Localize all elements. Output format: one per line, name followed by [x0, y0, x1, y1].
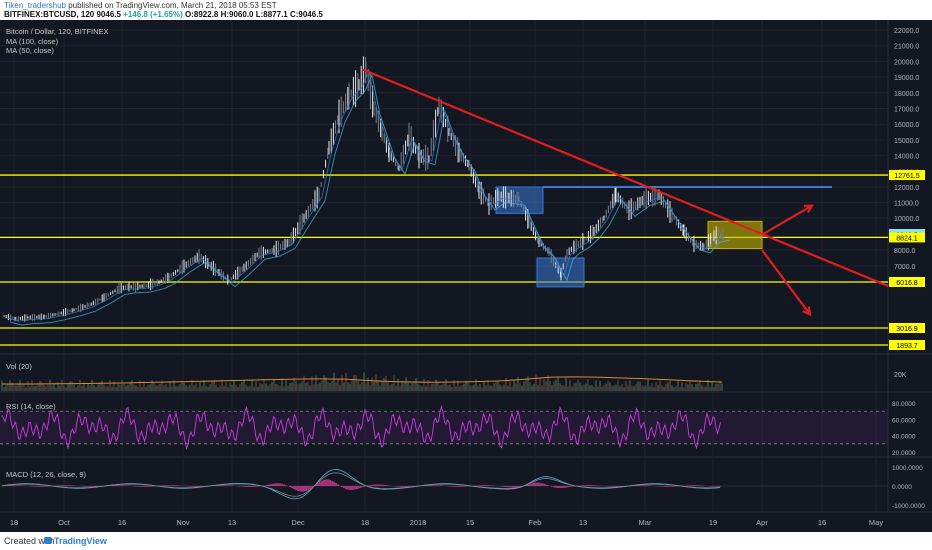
- x-tick-label: 16: [818, 518, 826, 527]
- x-tick-label: Apr: [756, 518, 768, 527]
- level-price-label: 3016.9: [896, 326, 918, 333]
- x-tick-label: Oct: [58, 518, 71, 527]
- bullish-arrow-head: [803, 204, 814, 214]
- level-price-tag: [889, 170, 925, 181]
- x-tick-label: 15: [466, 518, 474, 527]
- level-price-label: 8824.1: [896, 235, 918, 242]
- macd-signal-line: [1, 472, 721, 497]
- vol-legend: Vol (20): [6, 362, 32, 371]
- x-tick-label: 18: [10, 518, 18, 527]
- ohlc-values: O:8922.8 H:9060.0 L:8877.1 C:9046.5: [185, 10, 323, 19]
- x-tick-label: 13: [228, 518, 236, 527]
- x-tick-label: 2018: [410, 518, 427, 527]
- rsi-tick-label: 80.0000: [892, 401, 916, 408]
- downtrend-line[interactable]: [361, 68, 889, 288]
- axes: 18 Oct 16 Nov 13 Dec 18 2018 15 Feb 13 Mar 19 Apr 16 Ma…: [10, 28, 925, 527]
- last-price: 9046.5: [96, 10, 121, 19]
- tradingview-logo-icon: [44, 537, 52, 544]
- level-price-tag: [889, 323, 925, 333]
- x-tick-label: 19: [709, 518, 717, 527]
- price-tick-label: 20000.0: [894, 59, 919, 66]
- ma100-legend: MA (100, close): [6, 37, 59, 46]
- ma50-legend: MA (50, close): [6, 46, 54, 55]
- symbol-line: BITFINEX:BTCUSD, 120 9046.5 +146.8 (+1.6…: [4, 10, 323, 19]
- created-with-label: Created with: [4, 536, 55, 546]
- price-tick-label: 18000.0: [894, 91, 919, 98]
- price-tick-label: 7000.0: [894, 264, 916, 271]
- rsi-tick-label: 20.0000: [892, 450, 916, 457]
- macd-tick-label: 0.0000: [892, 484, 912, 491]
- level-price-tag: [889, 277, 925, 287]
- macd-tick-label: -1000.0000: [892, 503, 925, 510]
- price-tick-label: 10000.0: [894, 216, 919, 223]
- price-tick-label: 12000.0: [894, 185, 919, 192]
- vol-tick-label: 20K: [894, 372, 907, 379]
- x-tick-label: Mar: [639, 518, 652, 527]
- x-tick-label: Nov: [176, 518, 190, 527]
- macd-legend: MACD (12, 26, close, 9): [6, 470, 87, 479]
- grid: [0, 20, 932, 513]
- rsi-legend: RSI (14, close): [6, 402, 56, 411]
- rsi-tick-label: 60.0000: [892, 417, 916, 424]
- volume-pane[interactable]: [1, 372, 723, 391]
- ma50-line: [6, 69, 728, 322]
- level-price-label: 1893.7: [896, 343, 918, 350]
- x-tick-label: 16: [118, 518, 126, 527]
- level-price-tag: [889, 232, 925, 243]
- footer: Created with TradingView: [0, 532, 932, 550]
- level-price-label: 6016.8: [896, 280, 918, 287]
- price-change: +146.8 (+1.65%): [123, 10, 183, 19]
- level-price-label: 12761.5: [894, 173, 919, 180]
- price-tick-label: 19000.0: [894, 75, 919, 82]
- ma100-line: [9, 73, 731, 326]
- rsi-tick-label: 40.0000: [892, 434, 916, 441]
- symbol-label: BITFINEX:BTCUSD, 120: [4, 10, 95, 19]
- chart-area[interactable]: 18 Oct 16 Nov 13 Dec 18 2018 15 Feb 13 Mar 19 Apr 16 Ma…: [0, 20, 932, 532]
- level-price-tag: [889, 340, 925, 350]
- tradingview-link[interactable]: TradingView: [54, 536, 107, 546]
- target-box[interactable]: [707, 220, 763, 249]
- rsi-line: [1, 404, 721, 450]
- legends: Bitcoin / Dollar, 120, BITFINEX MA (100,…: [6, 27, 109, 479]
- price-tick-label: 11000.0: [894, 201, 919, 208]
- price-pane[interactable]: [0, 56, 889, 346]
- published-text: published on TradingView.com, March 21, …: [68, 1, 277, 10]
- x-tick-label: 13: [579, 518, 587, 527]
- macd-pane[interactable]: [0, 469, 888, 500]
- macd-tick-label: 1000.0000: [892, 465, 923, 472]
- price-tick-label: 15000.0: [894, 138, 919, 145]
- chart-canvas[interactable]: 18 Oct 16 Nov 13 Dec 18 2018 15 Feb 13 Mar 19 Apr 16 Ma…: [0, 20, 932, 532]
- chart-header: Tiken_tradershub published on TradingVie…: [0, 0, 932, 20]
- price-tick-label: 14000.0: [894, 154, 919, 161]
- volume-ma-line: [1, 376, 723, 385]
- price-tick-label: 17000.0: [894, 107, 919, 114]
- bearish-arrow[interactable]: [761, 249, 811, 316]
- price-tick-label: 22000.0: [894, 28, 919, 35]
- bullish-arrow[interactable]: [761, 204, 813, 236]
- price-tick-label: 8000.0: [894, 248, 916, 255]
- rsi-pane[interactable]: [0, 404, 888, 450]
- x-tick-label: 18: [361, 518, 369, 527]
- x-tick-label: Dec: [291, 518, 305, 527]
- x-tick-label: Feb: [529, 518, 542, 527]
- author-link[interactable]: Tiken_tradershub: [4, 1, 66, 10]
- bearish-arrow-head: [802, 306, 812, 317]
- publish-line: Tiken_tradershub published on TradingVie…: [4, 1, 277, 10]
- price-tick-label: 21000.0: [894, 44, 919, 51]
- price-tick-label: 16000.0: [894, 122, 919, 129]
- price-legend-title: Bitcoin / Dollar, 120, BITFINEX: [6, 27, 109, 36]
- x-tick-label: May: [869, 518, 883, 527]
